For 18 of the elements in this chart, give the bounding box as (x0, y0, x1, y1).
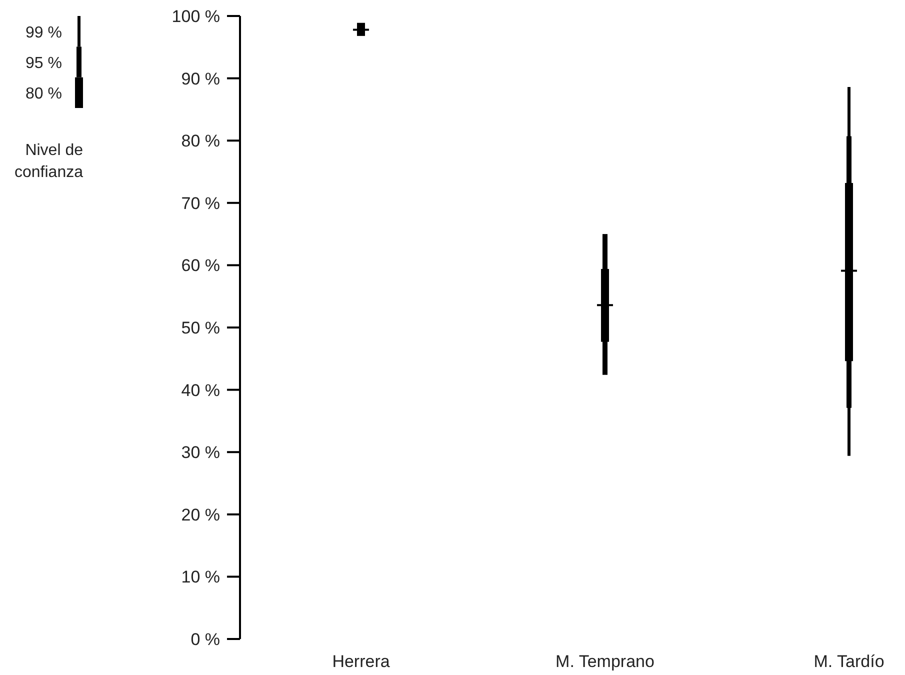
y-tick-label: 80 % (181, 132, 220, 151)
y-tick-label: 60 % (181, 256, 220, 276)
x-tick-label: M. Tardío (814, 652, 884, 671)
y-tick-label: 30 % (181, 443, 220, 462)
x-tick-label: M. Temprano (556, 652, 654, 671)
y-tick-label: 50 % (181, 318, 220, 338)
y-tick-label: 70 % (181, 194, 220, 213)
legend-label: 80 % (26, 86, 62, 103)
y-tick-label: 100 % (172, 7, 220, 26)
x-tick-label: Herrera (332, 652, 390, 671)
y-tick-label: 10 % (181, 568, 220, 587)
legend-label: 99 % (26, 24, 62, 42)
legend-title: Nivel de confianza (14, 142, 84, 181)
y-tick-label: 0 % (190, 630, 220, 649)
y-tick-label: 40 % (181, 380, 220, 400)
y-tick-label: 20 % (181, 505, 220, 524)
legend-label: 95 % (26, 55, 62, 72)
y-tick-label: 90 % (181, 69, 220, 88)
